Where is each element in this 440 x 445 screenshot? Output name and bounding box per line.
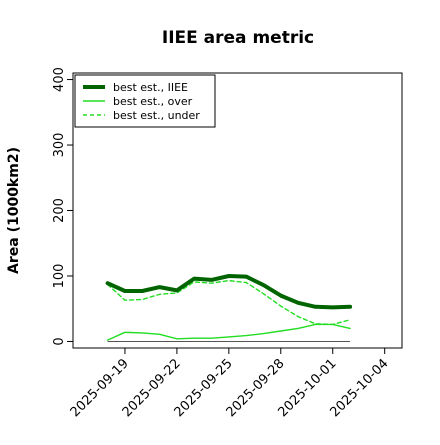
- legend-label-iiee: best est., IIEE: [113, 81, 188, 94]
- y-axis-label: Area (1000km2): [6, 147, 22, 274]
- series-line-0: [105, 274, 353, 310]
- series-line-1: [106, 323, 351, 341]
- series-layer: [105, 274, 353, 341]
- series-line-2: [106, 279, 351, 326]
- y-tick-label: 300: [52, 133, 67, 158]
- y-tick-label: 100: [52, 264, 67, 289]
- y-tick-label: 0: [52, 337, 67, 345]
- legend-label-under: best est., under: [113, 109, 200, 122]
- legend: best est., IIEE best est., over best est…: [74, 74, 216, 128]
- y-tick-label: 200: [52, 198, 67, 223]
- chart-title: IIEE area metric: [162, 28, 314, 48]
- legend-label-over: best est., over: [113, 95, 193, 108]
- y-tick-label: 400: [52, 67, 67, 92]
